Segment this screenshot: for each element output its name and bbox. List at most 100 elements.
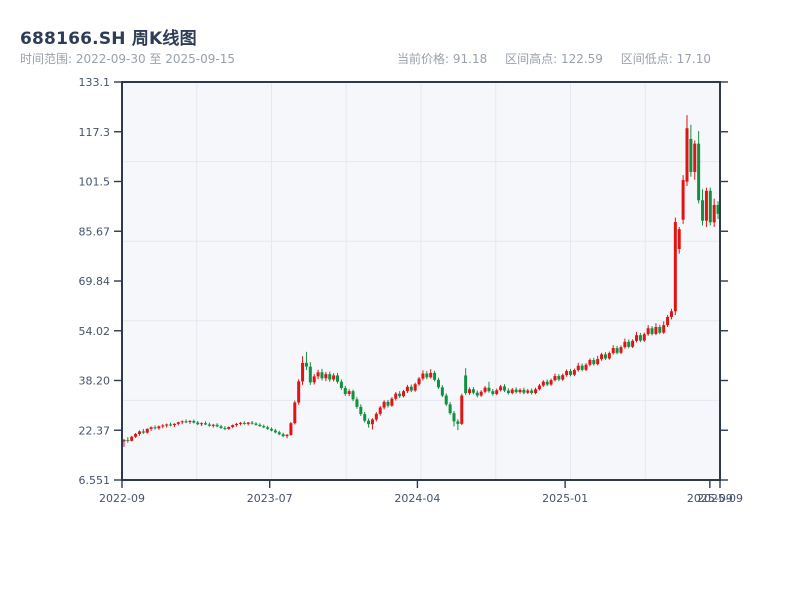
date-range-subtitle: 时间范围: 2022-09-30 至 2025-09-15 (20, 52, 235, 66)
candle-body (246, 422, 250, 424)
candle-body (398, 393, 402, 397)
candle-body (631, 340, 635, 347)
candle-body (402, 391, 406, 397)
candle-body (572, 370, 576, 375)
candle-body (219, 426, 223, 428)
axis-tick-layer (114, 81, 728, 488)
y-axis-label: 6.551 (79, 474, 111, 487)
price-stats: 当前价格: 91.18 区间高点: 122.59 区间低点: 17.10 (397, 50, 711, 67)
candle-body (584, 364, 588, 370)
candle-layer (122, 115, 720, 447)
candle-body (615, 348, 619, 353)
y-axis-label: 38.20 (79, 375, 111, 388)
candle-body (188, 421, 192, 423)
candle-body (607, 353, 611, 359)
candle-body (270, 428, 273, 431)
candle-body (569, 371, 572, 375)
candle-body (541, 381, 545, 386)
candle-body (468, 389, 472, 394)
candle-body (285, 434, 289, 437)
candle-body (522, 389, 526, 393)
candle-body (502, 386, 506, 391)
candle-body (122, 439, 126, 442)
candle-body (662, 325, 666, 333)
stat-value: 122.59 (560, 52, 603, 66)
candle-body (184, 421, 188, 423)
stat-current-price: 当前价格: 91.18 (397, 52, 487, 66)
candle-body (297, 381, 301, 403)
candle-body (149, 427, 153, 429)
candle-body (126, 439, 130, 441)
candle-body (289, 423, 293, 435)
candle-body (592, 360, 596, 365)
candle-body (650, 328, 654, 334)
axis-label-layer: 133.1 117.3 101.5 85.67 69.84 54.02 38.20 22.37… (79, 76, 743, 505)
candle-body (320, 372, 324, 379)
candle-body (673, 221, 677, 312)
candle-body (576, 365, 580, 371)
candle-body (464, 375, 468, 394)
candle-body (390, 398, 394, 406)
candle-body (429, 372, 433, 378)
candle-body (137, 431, 141, 434)
candle-body (646, 328, 650, 335)
candle-body (355, 399, 359, 407)
candle-body (130, 436, 134, 441)
candle-body (510, 389, 514, 394)
candle-body (444, 395, 448, 405)
candle-body (557, 376, 561, 380)
candle-body (456, 421, 460, 424)
candle-body (681, 180, 685, 220)
candle-body (134, 433, 138, 437)
candle-body (460, 395, 464, 424)
candle-body (635, 335, 639, 341)
candle-body (433, 372, 437, 380)
candle-body (374, 413, 378, 420)
candle-body (378, 407, 382, 414)
y-axis-label: 85.67 (79, 225, 111, 238)
candle-body (250, 422, 254, 424)
candle-body (565, 371, 569, 376)
candle-body (169, 424, 173, 426)
candle-body (153, 427, 157, 429)
grid-layer (122, 82, 720, 480)
candle-body (157, 426, 161, 429)
candle-body (506, 390, 510, 394)
candle-body (227, 427, 231, 429)
y-axis-label: 54.02 (79, 325, 111, 338)
candle-body (165, 424, 169, 426)
candle-body (336, 375, 340, 382)
candle-body (273, 430, 277, 433)
candle-body (537, 385, 541, 390)
candle-body (231, 425, 235, 428)
candle-body (716, 204, 720, 214)
candle-body (514, 389, 518, 393)
candle-body (328, 374, 332, 380)
candle-body (693, 143, 697, 172)
candle-body (312, 376, 316, 383)
candle-body (495, 390, 499, 394)
stat-value: 91.18 (452, 52, 488, 66)
x-axis-label: 2025-09 (697, 492, 743, 505)
candle-body (196, 422, 200, 425)
candle-body (266, 427, 270, 429)
candle-body (293, 402, 297, 424)
candle-body (192, 421, 196, 423)
candle-body (588, 360, 592, 365)
candle-body (479, 391, 483, 396)
candle-body (619, 347, 623, 353)
candle-body (347, 391, 351, 394)
candle-body (642, 334, 646, 341)
stat-range-high: 区间高点: 122.59 (505, 52, 603, 66)
candle-body (176, 422, 180, 424)
candle-body (580, 365, 584, 370)
candle-body (304, 362, 308, 367)
x-axis-label: 2025-09 (687, 492, 733, 505)
candle-body (211, 424, 215, 426)
x-axis-label: 2025-01 (542, 492, 588, 505)
candle-body (666, 316, 670, 326)
candle-body (238, 422, 242, 424)
candle-body (545, 381, 549, 385)
x-axis-label: 2022-09 (99, 492, 145, 505)
candle-body (339, 381, 343, 389)
